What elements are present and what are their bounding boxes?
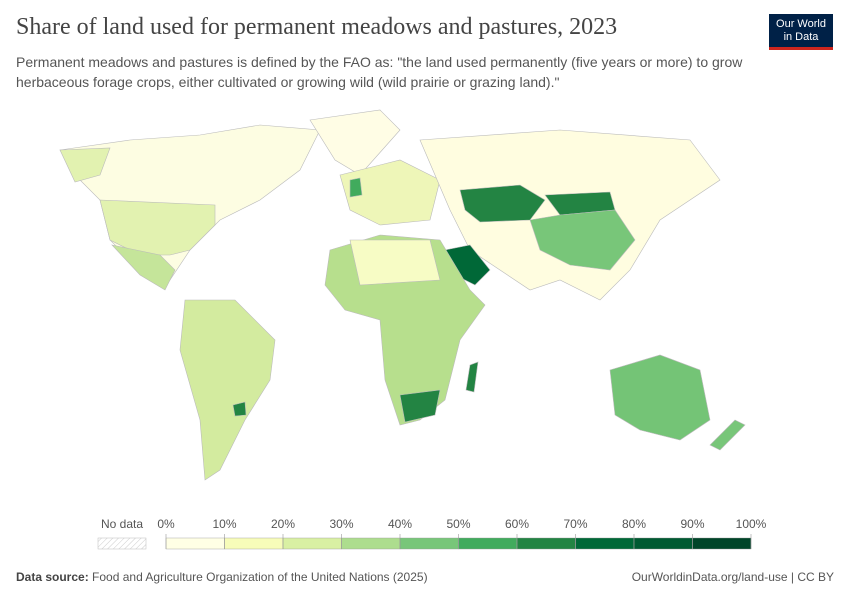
sahara[interactable]: [349, 239, 441, 286]
legend-bin: [282, 537, 342, 550]
legend-bin: [224, 537, 284, 550]
legend-bin: [692, 537, 752, 550]
footer-url[interactable]: OurWorldinData.org/land-use | CC BY: [631, 570, 834, 584]
no-data-swatch: [97, 537, 147, 550]
legend-bin: [165, 537, 225, 550]
greenland[interactable]: [309, 109, 401, 176]
title: Share of land used for permanent meadows…: [16, 14, 618, 40]
legend-bin: [399, 537, 459, 550]
legend-tick-label: 40%: [388, 517, 412, 531]
europe[interactable]: [339, 159, 441, 226]
legend-tick-label: 10%: [212, 517, 236, 531]
legend-tick-label: 100%: [736, 517, 767, 531]
legend-tick-label: 30%: [329, 517, 353, 531]
alaska[interactable]: [59, 147, 111, 183]
new-zealand[interactable]: [709, 419, 746, 451]
south-america[interactable]: [179, 299, 276, 481]
legend-tick-label: 90%: [680, 517, 704, 531]
legend-tick-label: 60%: [505, 517, 529, 531]
countries: [59, 109, 746, 481]
legend-tick-label: 0%: [157, 517, 175, 531]
legend-tick-label: 50%: [446, 517, 470, 531]
legend-tick-label: 70%: [563, 517, 587, 531]
subtitle: Permanent meadows and pastures is define…: [16, 54, 743, 90]
legend-tick-label: 80%: [622, 517, 646, 531]
mexico[interactable]: [111, 244, 176, 291]
legend-bin: [575, 537, 635, 550]
south-africa[interactable]: [399, 389, 441, 423]
legend-bin: [341, 537, 401, 550]
madagascar[interactable]: [465, 361, 479, 393]
usa[interactable]: [99, 199, 216, 256]
no-data-label: No data: [101, 517, 143, 531]
uk[interactable]: [349, 177, 363, 198]
legend-bin: [516, 537, 576, 550]
logo[interactable]: Our World in Data: [769, 14, 833, 50]
uruguay[interactable]: [232, 401, 247, 417]
legend-tick-label: 20%: [271, 517, 295, 531]
china[interactable]: [529, 209, 636, 271]
australia[interactable]: [609, 354, 711, 441]
logo-line: Our World: [776, 18, 826, 30]
logo-line: in Data: [783, 31, 819, 43]
legend-bin: [458, 537, 518, 550]
source-label: Data source:: [16, 570, 89, 584]
footer-source: Data source: Food and Agriculture Organi…: [16, 570, 428, 584]
legend-bin: [633, 537, 693, 550]
legend: No data 0% 10% 20% 30% 40% 50% 60% 70% 80% 90% 100…: [97, 517, 767, 550]
source: Food and Agriculture Organization of the…: [92, 570, 428, 584]
